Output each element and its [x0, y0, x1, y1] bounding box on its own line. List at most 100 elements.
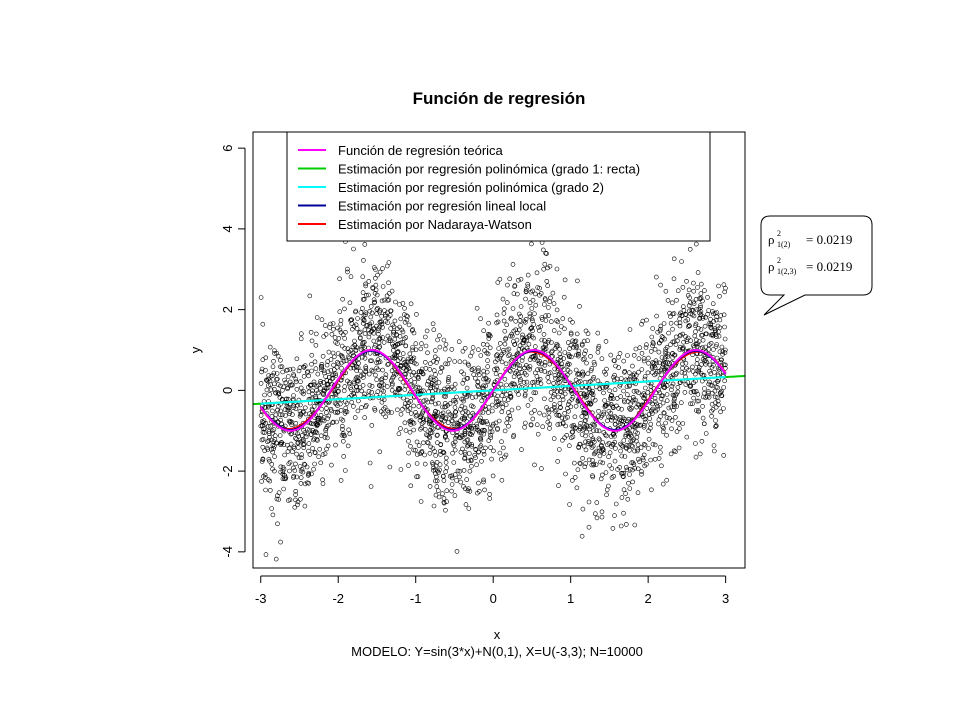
data-point — [565, 414, 570, 420]
data-point — [680, 361, 685, 367]
data-point — [295, 431, 300, 437]
data-point — [659, 334, 665, 339]
data-point — [682, 390, 688, 395]
data-point — [259, 366, 265, 372]
data-point — [528, 397, 534, 402]
x-tick-label: 1 — [567, 591, 574, 606]
data-point — [487, 496, 493, 501]
data-point — [380, 367, 385, 373]
data-point — [333, 442, 338, 448]
data-point — [319, 406, 325, 412]
data-point — [541, 266, 547, 272]
data-point — [485, 358, 490, 363]
data-point — [469, 367, 475, 372]
data-point — [442, 346, 448, 352]
data-point — [598, 476, 604, 482]
data-point — [524, 379, 530, 385]
data-point — [349, 392, 354, 398]
data-point — [678, 310, 683, 316]
data-point — [441, 478, 447, 483]
data-point — [324, 423, 330, 429]
data-point — [713, 384, 719, 390]
data-point — [554, 412, 560, 418]
data-point — [278, 408, 283, 414]
data-point — [311, 382, 317, 388]
data-point — [430, 395, 436, 401]
data-point — [363, 366, 369, 371]
data-point — [657, 444, 663, 450]
data-point — [675, 389, 681, 395]
data-point — [677, 333, 683, 339]
data-point — [352, 415, 358, 420]
data-point — [392, 344, 398, 349]
data-point — [597, 448, 603, 454]
data-point — [279, 412, 285, 418]
data-point — [641, 395, 646, 401]
data-point — [599, 509, 605, 515]
annotation-sub-1: 1(2) — [777, 240, 791, 249]
data-point — [557, 400, 563, 406]
data-point — [544, 405, 549, 410]
data-point — [698, 362, 704, 367]
data-point — [555, 459, 561, 464]
data-point — [552, 392, 557, 397]
data-point — [487, 491, 492, 497]
data-point — [527, 332, 533, 338]
data-point — [594, 500, 600, 505]
data-point — [522, 370, 528, 376]
data-point — [414, 439, 420, 445]
data-point — [476, 449, 482, 455]
data-point — [273, 412, 279, 418]
data-point — [305, 426, 310, 432]
data-point — [559, 361, 565, 367]
data-point — [469, 350, 475, 355]
data-point — [474, 421, 480, 427]
data-point — [281, 486, 286, 492]
data-point — [431, 327, 437, 333]
data-point — [624, 446, 629, 451]
data-point — [421, 398, 427, 404]
data-point — [630, 424, 636, 430]
data-point — [588, 368, 594, 373]
data-point — [335, 383, 341, 389]
data-point — [650, 370, 655, 375]
data-point — [576, 371, 581, 376]
data-point — [379, 399, 385, 405]
data-point — [596, 445, 602, 451]
data-point — [497, 341, 503, 346]
data-point — [519, 447, 524, 452]
data-point — [722, 289, 728, 295]
data-point — [658, 326, 663, 332]
data-point — [544, 251, 549, 256]
data-point — [275, 353, 281, 359]
data-point — [443, 361, 448, 367]
data-point — [377, 320, 383, 325]
data-point — [631, 437, 636, 443]
data-point — [460, 446, 465, 452]
data-point — [300, 409, 306, 414]
data-point — [709, 413, 714, 419]
data-point — [418, 346, 424, 352]
data-point — [263, 552, 269, 557]
data-point — [405, 408, 411, 414]
data-point — [588, 433, 594, 438]
data-point — [263, 420, 269, 426]
data-point — [265, 439, 270, 445]
data-point — [548, 389, 554, 395]
data-point — [460, 396, 466, 402]
data-point — [690, 364, 695, 370]
data-point — [452, 381, 458, 387]
data-point — [574, 485, 580, 491]
data-point — [509, 407, 515, 413]
data-point — [361, 317, 367, 323]
data-point — [543, 341, 548, 347]
data-point — [278, 464, 284, 470]
data-point — [681, 307, 687, 313]
data-point — [396, 431, 402, 437]
data-point — [303, 434, 309, 440]
data-point — [657, 390, 662, 396]
data-point — [650, 343, 655, 349]
data-point — [318, 412, 324, 418]
data-point — [647, 416, 653, 421]
data-point — [314, 383, 319, 389]
